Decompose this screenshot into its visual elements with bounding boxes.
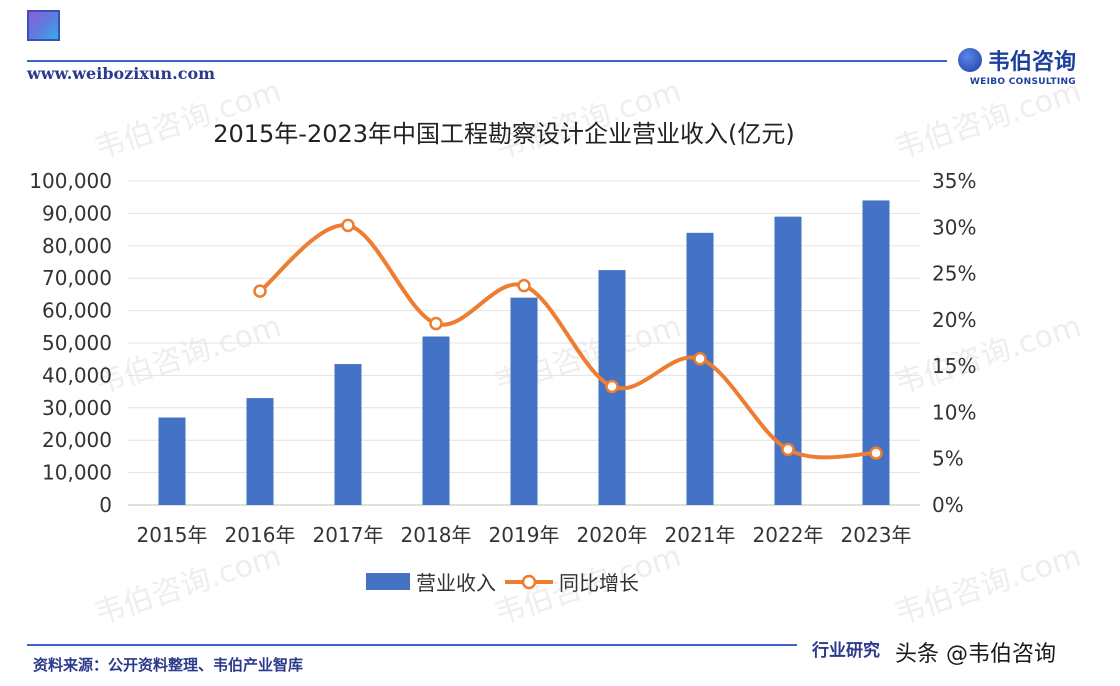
revenue-bar <box>422 336 450 505</box>
legend-line-label: 同比增长 <box>559 571 639 595</box>
left-tick-label: 50,000 <box>42 331 112 355</box>
brand-name: 韦伯咨询 <box>987 49 1076 75</box>
left-tick-label: 60,000 <box>42 299 112 323</box>
x-tick-label: 2016年 <box>225 523 296 547</box>
x-tick-label: 2020年 <box>577 523 648 547</box>
growth-point <box>605 379 619 394</box>
corner-logo-square <box>27 10 60 41</box>
x-tick-label: 2023年 <box>841 523 912 547</box>
growth-point <box>341 218 355 233</box>
left-tick-label: 30,000 <box>42 396 112 420</box>
footer-right-text: 行业研究 <box>812 641 880 661</box>
left-tick-label: 100,000 <box>29 169 112 193</box>
right-tick-label: 25% <box>932 262 976 286</box>
legend: 营业收入 同比增长 <box>366 571 639 595</box>
x-tick-label: 2019年 <box>489 523 560 547</box>
left-tick-label: 80,000 <box>42 234 112 258</box>
revenue-bar <box>774 216 802 505</box>
growth-point <box>869 446 883 460</box>
x-tick-label: 2017年 <box>313 523 384 547</box>
right-tick-label: 0% <box>932 493 964 517</box>
left-axis-ticks: 0 10,000 20,000 30,000 40,000 50,000 60,000 70,… <box>29 169 112 517</box>
revenue-bar <box>246 398 274 505</box>
left-tick-label: 90,000 <box>42 201 112 225</box>
right-tick-label: 35% <box>932 169 976 193</box>
right-tick-label: 30% <box>932 215 976 239</box>
revenue-bar <box>686 232 714 505</box>
right-tick-label: 20% <box>932 308 976 332</box>
legend-bar-swatch <box>366 573 410 590</box>
growth-point <box>429 316 443 331</box>
x-tick-label: 2021年 <box>665 523 736 547</box>
footer-rule <box>27 644 797 646</box>
chart-title: 2015年-2023年中国工程勘察设计企业营业收入(亿元) <box>213 120 795 148</box>
left-tick-label: 0 <box>99 493 112 517</box>
brand-globe-icon <box>957 48 982 72</box>
x-axis-ticks: 2015年 2016年 2017年 2018年 2019年 2020年 2021年 2022年… <box>137 523 912 547</box>
right-tick-label: 10% <box>932 400 976 424</box>
left-tick-label: 70,000 <box>42 266 112 290</box>
growth-point <box>517 278 531 293</box>
legend-bar-label: 营业收入 <box>416 571 496 595</box>
author-credit: 头条 @韦伯咨询 <box>895 642 1056 667</box>
x-tick-label: 2022年 <box>753 523 824 547</box>
site-url: www.weibozixun.com <box>27 64 216 83</box>
x-tick-label: 2015年 <box>137 523 208 547</box>
growth-point <box>693 351 707 366</box>
line-series <box>253 218 883 460</box>
brand-subtitle: WEIBO CONSULTING <box>969 77 1076 87</box>
growth-line <box>258 223 878 460</box>
left-tick-label: 20,000 <box>42 428 112 452</box>
right-tick-label: 5% <box>932 447 964 471</box>
combo-chart: 2015年-2023年中国工程勘察设计企业营业收入(亿元) 0 10,000 20,… <box>29 120 976 595</box>
right-tick-label: 15% <box>932 354 976 378</box>
source-note: 资料来源：公开资料整理、韦伯产业智库 <box>33 656 304 674</box>
left-tick-label: 40,000 <box>42 363 112 387</box>
left-tick-label: 10,000 <box>42 461 112 485</box>
brand-block: 韦伯咨询 WEIBO CONSULTING <box>957 44 1076 87</box>
revenue-bar <box>334 364 362 505</box>
growth-point <box>253 284 267 298</box>
growth-point <box>781 442 795 457</box>
revenue-bar <box>158 417 186 505</box>
right-axis-ticks: 0% 5% 10% 15% 20% 25% 30% 35% <box>932 169 976 517</box>
x-tick-label: 2018年 <box>401 523 472 547</box>
header-rule <box>27 60 947 62</box>
legend-line-marker <box>521 574 537 590</box>
revenue-bar <box>510 297 538 505</box>
bar-series <box>158 200 890 505</box>
